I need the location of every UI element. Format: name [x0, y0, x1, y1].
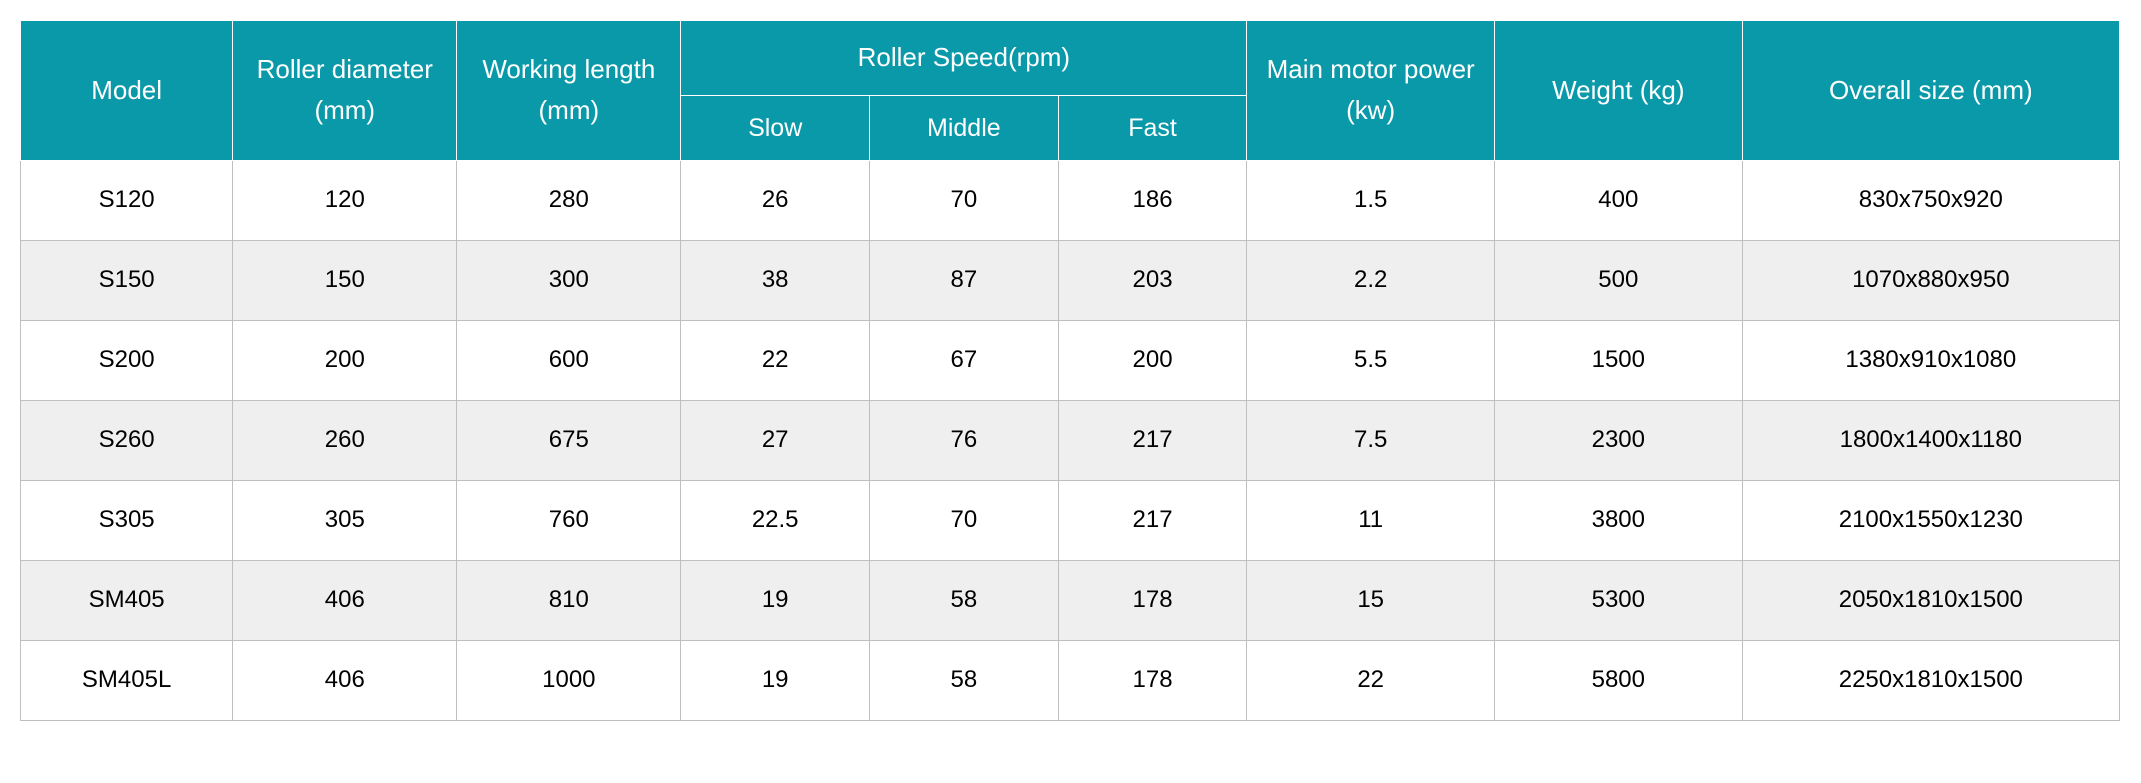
- cell-speed-fast: 217: [1058, 400, 1247, 480]
- table-row: S20020060022672005.515001380x910x1080: [21, 320, 2120, 400]
- cell-speed-fast: 178: [1058, 640, 1247, 720]
- cell-main-motor-power: 1.5: [1247, 160, 1495, 240]
- cell-speed-slow: 22.5: [681, 480, 870, 560]
- cell-speed-fast: 217: [1058, 480, 1247, 560]
- cell-main-motor-power: 5.5: [1247, 320, 1495, 400]
- cell-speed-fast: 186: [1058, 160, 1247, 240]
- cell-speed-middle: 70: [870, 160, 1059, 240]
- cell-overall-size: 1800x1400x1180: [1742, 400, 2119, 480]
- cell-model: S305: [21, 480, 233, 560]
- cell-main-motor-power: 11: [1247, 480, 1495, 560]
- header-weight: Weight (kg): [1494, 21, 1742, 161]
- cell-overall-size: 2050x1810x1500: [1742, 560, 2119, 640]
- cell-main-motor-power: 22: [1247, 640, 1495, 720]
- header-working-length: Working length (mm): [457, 21, 681, 161]
- cell-model: SM405: [21, 560, 233, 640]
- cell-speed-slow: 19: [681, 640, 870, 720]
- table-row: S26026067527762177.523001800x1400x1180: [21, 400, 2120, 480]
- cell-speed-middle: 67: [870, 320, 1059, 400]
- cell-overall-size: 2250x1810x1500: [1742, 640, 2119, 720]
- cell-roller-diameter: 406: [233, 640, 457, 720]
- cell-roller-diameter: 305: [233, 480, 457, 560]
- cell-weight: 5800: [1494, 640, 1742, 720]
- header-main-motor-power: Main motor power (kw): [1247, 21, 1495, 161]
- cell-speed-fast: 203: [1058, 240, 1247, 320]
- cell-working-length: 1000: [457, 640, 681, 720]
- cell-main-motor-power: 2.2: [1247, 240, 1495, 320]
- cell-overall-size: 1380x910x1080: [1742, 320, 2119, 400]
- cell-speed-middle: 76: [870, 400, 1059, 480]
- table-row: SM40540681019581781553002050x1810x1500: [21, 560, 2120, 640]
- header-slow: Slow: [681, 95, 870, 160]
- cell-model: S260: [21, 400, 233, 480]
- cell-weight: 400: [1494, 160, 1742, 240]
- cell-main-motor-power: 15: [1247, 560, 1495, 640]
- cell-speed-slow: 27: [681, 400, 870, 480]
- cell-model: S120: [21, 160, 233, 240]
- header-roller-diameter: Roller diameter (mm): [233, 21, 457, 161]
- cell-working-length: 280: [457, 160, 681, 240]
- cell-roller-diameter: 260: [233, 400, 457, 480]
- cell-weight: 1500: [1494, 320, 1742, 400]
- cell-working-length: 760: [457, 480, 681, 560]
- cell-speed-middle: 70: [870, 480, 1059, 560]
- cell-overall-size: 830x750x920: [1742, 160, 2119, 240]
- cell-main-motor-power: 7.5: [1247, 400, 1495, 480]
- cell-speed-slow: 26: [681, 160, 870, 240]
- cell-overall-size: 1070x880x950: [1742, 240, 2119, 320]
- cell-speed-middle: 58: [870, 640, 1059, 720]
- table-header: Model Roller diameter (mm) Working lengt…: [21, 21, 2120, 161]
- table-row: S15015030038872032.25001070x880x950: [21, 240, 2120, 320]
- cell-speed-fast: 178: [1058, 560, 1247, 640]
- cell-roller-diameter: 200: [233, 320, 457, 400]
- header-overall-size: Overall size (mm): [1742, 21, 2119, 161]
- cell-working-length: 600: [457, 320, 681, 400]
- header-fast: Fast: [1058, 95, 1247, 160]
- cell-weight: 2300: [1494, 400, 1742, 480]
- table-row: SM405L406100019581782258002250x1810x1500: [21, 640, 2120, 720]
- table-row: S30530576022.5702171138002100x1550x1230: [21, 480, 2120, 560]
- cell-speed-slow: 22: [681, 320, 870, 400]
- cell-overall-size: 2100x1550x1230: [1742, 480, 2119, 560]
- cell-speed-slow: 19: [681, 560, 870, 640]
- cell-weight: 5300: [1494, 560, 1742, 640]
- cell-speed-fast: 200: [1058, 320, 1247, 400]
- table-body: S12012028026701861.5400830x750x920S15015…: [21, 160, 2120, 720]
- table-row: S12012028026701861.5400830x750x920: [21, 160, 2120, 240]
- cell-roller-diameter: 120: [233, 160, 457, 240]
- header-model: Model: [21, 21, 233, 161]
- cell-speed-middle: 87: [870, 240, 1059, 320]
- header-middle: Middle: [870, 95, 1059, 160]
- cell-speed-slow: 38: [681, 240, 870, 320]
- spec-table: Model Roller diameter (mm) Working lengt…: [20, 20, 2120, 721]
- cell-model: SM405L: [21, 640, 233, 720]
- cell-model: S200: [21, 320, 233, 400]
- cell-roller-diameter: 150: [233, 240, 457, 320]
- cell-working-length: 300: [457, 240, 681, 320]
- cell-working-length: 810: [457, 560, 681, 640]
- cell-working-length: 675: [457, 400, 681, 480]
- cell-weight: 3800: [1494, 480, 1742, 560]
- cell-model: S150: [21, 240, 233, 320]
- cell-roller-diameter: 406: [233, 560, 457, 640]
- cell-speed-middle: 58: [870, 560, 1059, 640]
- header-roller-speed: Roller Speed(rpm): [681, 21, 1247, 96]
- cell-weight: 500: [1494, 240, 1742, 320]
